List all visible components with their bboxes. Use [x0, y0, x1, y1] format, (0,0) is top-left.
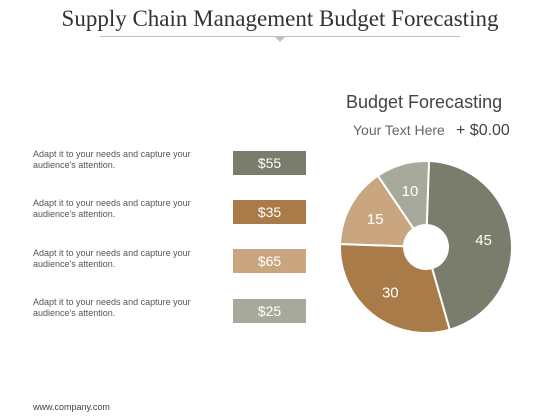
- row-1-description: Adapt it to your needs and capture your …: [33, 149, 191, 170]
- donut-label-10: 10: [402, 183, 419, 200]
- row-3-description: Adapt it to your needs and capture your …: [33, 248, 191, 269]
- chart-title: Budget Forecasting: [346, 92, 503, 112]
- donut-label-15: 15: [367, 211, 384, 228]
- donut-chart: 45 30 15 10: [339, 160, 513, 334]
- row-1-amount: $55: [233, 151, 306, 175]
- donut-slice-15: [339, 174, 416, 248]
- donut-slice-30: [339, 242, 451, 334]
- row-3-amount: $65: [233, 249, 306, 273]
- row-2-description: Adapt it to your needs and capture your …: [33, 198, 191, 219]
- slide-title: Supply Chain Management Budget Forecasti…: [61, 6, 499, 31]
- chart-amount: + $0.00: [456, 122, 510, 139]
- donut-label-30: 30: [382, 285, 399, 302]
- row-2-amount: $35: [233, 200, 306, 224]
- title-divider-notch: [274, 36, 286, 42]
- donut-label-45: 45: [475, 232, 492, 249]
- row-4-amount: $25: [233, 299, 306, 323]
- chart-subtitle: Your Text Here: [353, 122, 445, 138]
- donut-slice-45: [425, 160, 513, 331]
- donut-slice-10: [376, 160, 431, 231]
- row-4-description: Adapt it to your needs and capture your …: [33, 297, 191, 318]
- footer-url: www.company.com: [33, 402, 110, 412]
